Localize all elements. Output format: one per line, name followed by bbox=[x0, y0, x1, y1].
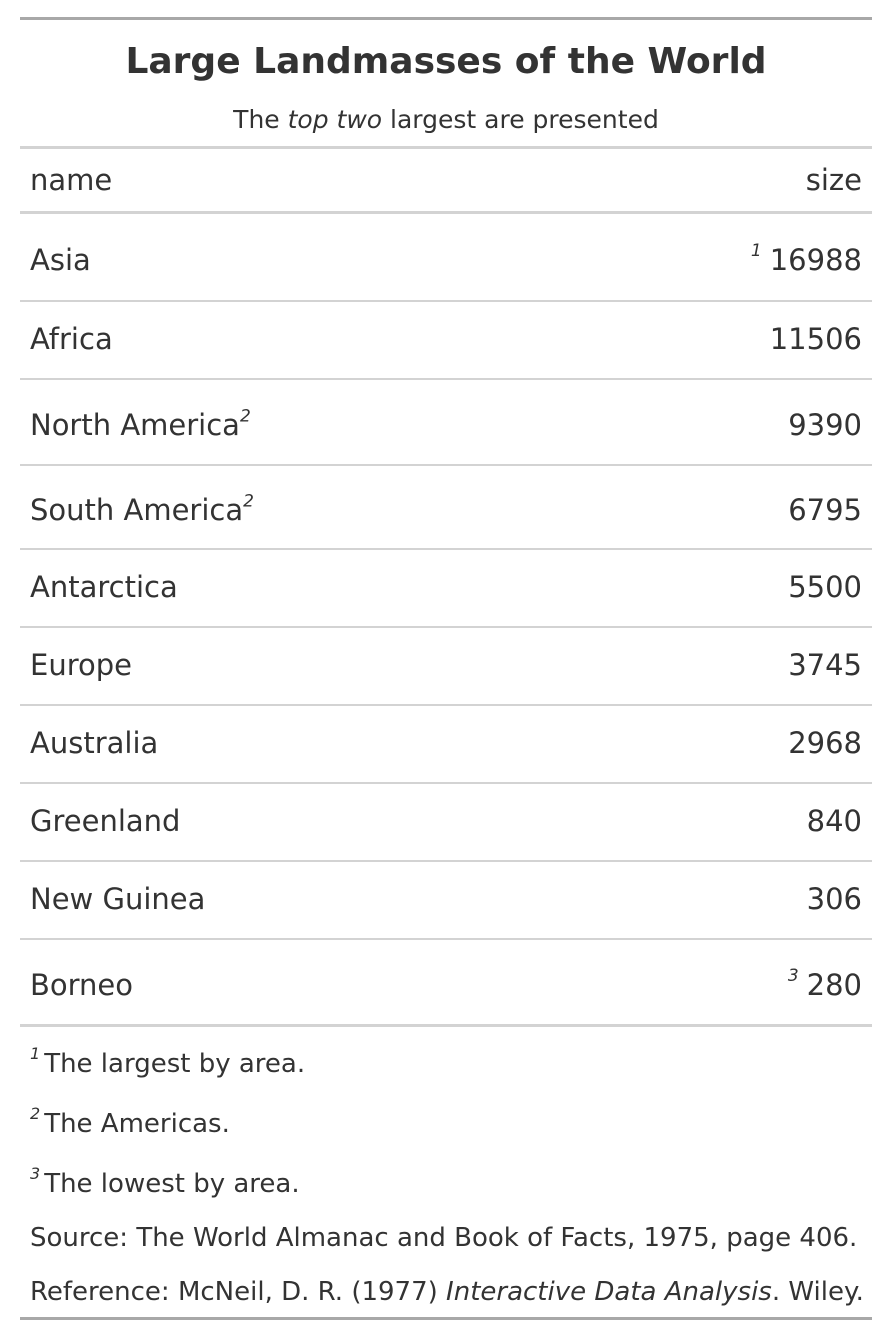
footnote-marker: 1 bbox=[30, 1044, 41, 1064]
table-footer: 1 The largest by area. 2 The Americas. 3 Th… bbox=[20, 1027, 872, 1320]
row-size-value: 840 bbox=[806, 804, 862, 838]
row-name-text: Borneo bbox=[30, 968, 134, 1002]
row-name: South America2 bbox=[30, 493, 254, 527]
row-name: Europe bbox=[30, 648, 132, 682]
reference-note: Reference: McNeil, D. R. (1977) Interact… bbox=[30, 1277, 864, 1307]
table-row: Australia 2968 bbox=[20, 706, 872, 784]
footnote-text: The largest by area. bbox=[44, 1049, 306, 1079]
row-size: 306 bbox=[807, 882, 862, 916]
footnote-text: The lowest by area. bbox=[44, 1169, 300, 1199]
row-name-text: Africa bbox=[30, 322, 113, 356]
footnote-marker: 3 bbox=[30, 1164, 41, 1184]
row-name: New Guinea bbox=[30, 882, 205, 916]
footnote-marker: 1 bbox=[750, 241, 762, 262]
row-name-text: Antarctica bbox=[30, 570, 178, 604]
row-name-text: South America bbox=[30, 493, 244, 527]
row-name: Asia bbox=[30, 243, 91, 277]
table-row: Antarctica 5500 bbox=[20, 550, 872, 628]
row-size-value: 6795 bbox=[788, 493, 862, 527]
table-row: Borneo 3 280 bbox=[20, 940, 872, 1027]
row-name: Borneo bbox=[30, 968, 133, 1002]
subtitle-text-after: largest are presented bbox=[382, 105, 659, 134]
reference-title: Interactive Data Analysis bbox=[446, 1277, 772, 1307]
row-name-text: North America bbox=[30, 408, 240, 442]
footnote-text: The Americas. bbox=[44, 1109, 230, 1139]
subtitle-text-before: The bbox=[233, 105, 288, 134]
source-note: Source: The World Almanac and Book of Fa… bbox=[30, 1223, 858, 1253]
table-row: South America2 6795 bbox=[20, 466, 872, 550]
row-size-value: 5500 bbox=[788, 570, 862, 604]
row-size-value: 11506 bbox=[769, 322, 862, 356]
table-row: Europe 3745 bbox=[20, 628, 872, 706]
subtitle-emphasis: top two bbox=[287, 105, 383, 134]
footnote-3: 3 The lowest by area. bbox=[30, 1166, 300, 1199]
row-size: 3 280 bbox=[788, 968, 862, 1002]
row-name: Australia bbox=[30, 726, 158, 760]
footnote-1: 1 The largest by area. bbox=[30, 1046, 306, 1079]
row-size: 11506 bbox=[770, 322, 862, 356]
row-name-text: New Guinea bbox=[30, 882, 206, 916]
row-name: Greenland bbox=[30, 804, 180, 838]
table-heading: Large Landmasses of the World The top tw… bbox=[20, 17, 872, 149]
column-header-row: name size bbox=[20, 149, 872, 214]
row-size-value: 9390 bbox=[788, 408, 862, 442]
reference-text-after: . Wiley. bbox=[771, 1277, 864, 1307]
row-size: 5500 bbox=[788, 570, 862, 604]
row-name: Antarctica bbox=[30, 570, 178, 604]
table-row: Asia 1 16988 bbox=[20, 214, 872, 302]
landmass-table: Large Landmasses of the World The top tw… bbox=[20, 17, 872, 1320]
row-size: 1 16988 bbox=[751, 243, 862, 277]
row-size-value: 16988 bbox=[769, 243, 862, 277]
table-subtitle: The top two largest are presented bbox=[20, 104, 872, 136]
footnote-2: 2 The Americas. bbox=[30, 1106, 230, 1139]
column-header-size: size bbox=[805, 163, 862, 197]
row-size: 6795 bbox=[788, 493, 862, 527]
row-name-text: Australia bbox=[30, 726, 159, 760]
table-row: North America2 9390 bbox=[20, 380, 872, 466]
footnote-marker: 2 bbox=[239, 406, 251, 427]
row-size: 3745 bbox=[788, 648, 862, 682]
reference-text-before: Reference: McNeil, D. R. (1977) bbox=[30, 1277, 447, 1307]
table-title: Large Landmasses of the World bbox=[125, 41, 767, 82]
row-name-text: Europe bbox=[30, 648, 132, 682]
row-size: 9390 bbox=[788, 408, 862, 442]
row-size: 840 bbox=[807, 804, 862, 838]
table-row: New Guinea 306 bbox=[20, 862, 872, 940]
row-size-value: 306 bbox=[806, 882, 862, 916]
row-size-value: 280 bbox=[806, 968, 862, 1002]
row-size-value: 2968 bbox=[788, 726, 862, 760]
row-name-text: Asia bbox=[30, 243, 91, 277]
table-body: Asia 1 16988 Africa 11506 North America2 9390 S… bbox=[20, 214, 872, 1027]
table-row: Africa 11506 bbox=[20, 302, 872, 380]
row-name: North America2 bbox=[30, 408, 251, 442]
column-header-name: name bbox=[30, 163, 113, 197]
row-name: Africa bbox=[30, 322, 113, 356]
row-size-value: 3745 bbox=[788, 648, 862, 682]
footnote-marker: 3 bbox=[787, 966, 799, 987]
row-size: 2968 bbox=[788, 726, 862, 760]
footnote-marker: 2 bbox=[243, 491, 254, 512]
footnote-marker: 2 bbox=[30, 1104, 41, 1124]
row-name-text: Greenland bbox=[30, 804, 181, 838]
table-row: Greenland 840 bbox=[20, 784, 872, 862]
